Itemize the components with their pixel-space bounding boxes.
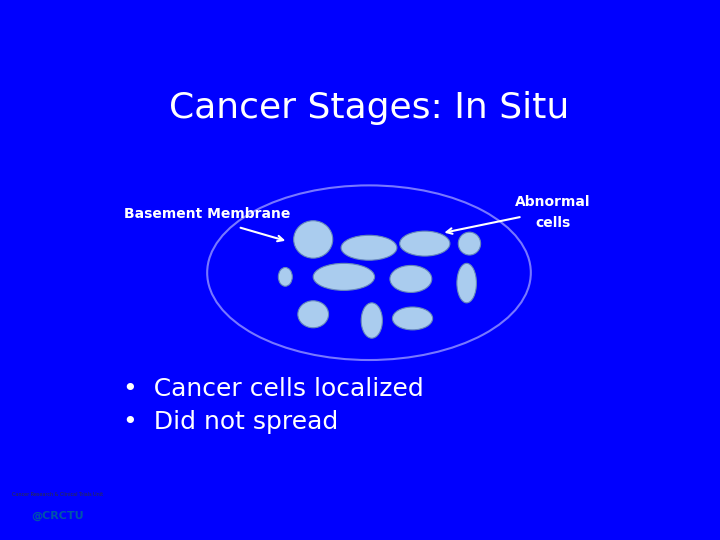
- Ellipse shape: [392, 307, 433, 330]
- Ellipse shape: [207, 185, 531, 360]
- Ellipse shape: [361, 303, 382, 338]
- Ellipse shape: [294, 221, 333, 258]
- Text: Basement Membrane: Basement Membrane: [124, 207, 290, 221]
- Text: Cancer Research & Clinical Trials Unit: Cancer Research & Clinical Trials Unit: [12, 492, 103, 497]
- Text: Abnormal: Abnormal: [516, 195, 591, 209]
- Ellipse shape: [457, 264, 477, 303]
- Text: cells: cells: [536, 216, 571, 230]
- Ellipse shape: [279, 267, 292, 286]
- Text: •  Cancer cells localized: • Cancer cells localized: [124, 377, 424, 401]
- Text: Cancer Stages: In Situ: Cancer Stages: In Situ: [169, 91, 569, 125]
- Text: @CRCTU: @CRCTU: [31, 510, 84, 521]
- Ellipse shape: [390, 266, 432, 293]
- Ellipse shape: [400, 231, 450, 256]
- Ellipse shape: [458, 232, 481, 255]
- Ellipse shape: [313, 264, 374, 291]
- Ellipse shape: [341, 235, 397, 260]
- Text: •  Did not spread: • Did not spread: [124, 410, 338, 434]
- Ellipse shape: [298, 301, 328, 328]
